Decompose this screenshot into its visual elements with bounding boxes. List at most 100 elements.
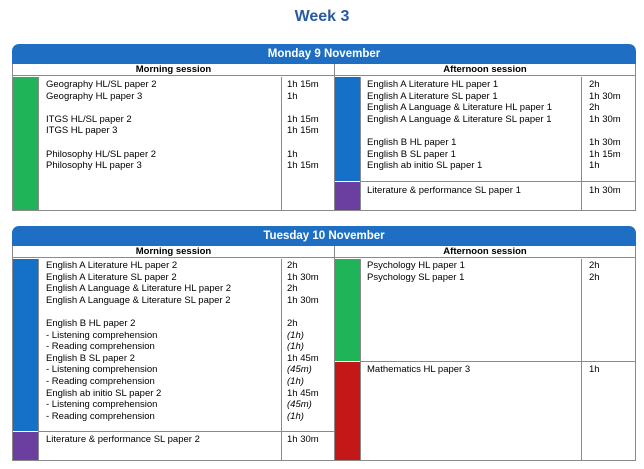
exam-subject: English B SL paper 2 [46,352,135,364]
exam-subject: Mathematics HL paper 3 [367,364,471,375]
exam-subject: English ab initio SL paper 1 [367,160,483,172]
afternoon-session-label: Afternoon session [334,64,636,76]
subject-group-bar-blue [13,259,38,431]
subject-group-bar-purple [335,182,360,210]
exam-duration: 1h 45m [287,387,319,399]
exam-row: English A Literature HL paper 2 2h [46,260,331,272]
afternoon-exam-list: English A Literature HL paper 1 2h English… [367,79,633,172]
exam-subject: - Reading comprehension [46,375,155,387]
exam-duration: 1h [589,364,600,375]
exam-row: English ab initio SL paper 2 1h 45m [46,388,331,400]
exam-row: English A Language & Literature HL paper… [367,102,633,114]
exam-row: Philosophy HL paper 3 1h 15m [46,160,331,172]
exam-row: Mathematics HL paper 3 1h [367,364,633,376]
exam-row: English B HL paper 2 2h [46,318,331,330]
divider [281,259,282,460]
exam-subject: Geography HL/SL paper 2 [46,79,157,90]
exam-subject: Psychology HL paper 1 [367,260,465,271]
exam-subject: - Reading comprehension [46,341,155,353]
exam-duration: 1h 30m [287,294,319,306]
exam-subject: ITGS HL/SL paper 2 [46,113,132,125]
exam-subject: English A Literature HL paper 1 [367,79,499,90]
exam-subject: - Listening comprehension [46,329,158,341]
exam-row: Literature & performance SL paper 1 1h 30… [367,185,633,197]
exam-row: ITGS HL paper 3 1h 15m [46,125,331,137]
week-title: Week 3 [294,8,350,25]
exam-subject: English A Language & Literature SL paper… [46,294,231,306]
column-divider [334,64,335,210]
exam-duration: 1h 15m [287,113,319,125]
exam-row: - Listening comprehension (45m) [46,399,331,411]
exam-duration: 1h 30m [589,90,621,102]
exam-duration: 1h 30m [589,185,621,196]
exam-duration: 2h [287,260,298,271]
day-block-monday: Monday 9 November Morning session Aftern… [12,44,636,211]
afternoon-session-label: Afternoon session [334,246,636,258]
spacer-row [46,102,331,114]
exam-subject: Philosophy HL/SL paper 2 [46,148,157,160]
exam-duration: 2h [287,283,298,295]
day-table: Morning session Afternoon session Englis… [12,246,636,461]
exam-row: Psychology SL paper 1 2h [367,272,633,284]
exam-row: Geography HL/SL paper 2 1h 15m [46,79,331,91]
exam-row: English A Language & Literature SL paper… [367,114,633,126]
exam-duration: 1h 30m [589,113,621,125]
divider [38,431,334,432]
exam-subject: Philosophy HL paper 3 [46,160,142,172]
afternoon-exam-list: Psychology HL paper 1 2h Psychology SL pap… [367,260,633,283]
exam-subject: English A Language & Literature HL paper… [46,283,232,295]
exam-subject: English A Language & Literature HL paper… [367,102,553,114]
exam-subject: Literature & performance SL paper 2 [46,434,200,445]
exam-subject: English A Literature HL paper 2 [46,260,178,271]
column-divider [334,246,335,460]
subject-group-bar-green [335,259,360,361]
exam-subject: - Reading comprehension [46,410,155,422]
morning-exam-list: Geography HL/SL paper 2 1h 15m Geography H… [46,79,331,172]
subject-group-bar-purple [13,432,38,460]
divider [38,259,39,460]
exam-subject: English B HL paper 2 [46,317,136,329]
morning-exam-list-lower: Literature & performance SL paper 2 1h 30… [46,434,331,446]
exam-duration: (45m) [287,399,312,411]
exam-row: English A Literature SL paper 1 1h 30m [367,91,633,103]
morning-session-label: Morning session [13,246,334,258]
exam-duration: 1h 30m [287,434,319,445]
spacer-row [367,125,633,137]
exam-row: English B SL paper 2 1h 45m [46,353,331,365]
exam-duration: 2h [589,260,600,271]
afternoon-exam-list-lower: Mathematics HL paper 3 1h [367,364,633,376]
exam-subject: Geography HL paper 3 [46,90,143,102]
exam-row: English B SL paper 1 1h 15m [367,149,633,161]
exam-duration: (1h) [287,341,304,353]
exam-duration: 1h 45m [287,352,319,364]
exam-row: ITGS HL/SL paper 2 1h 15m [46,114,331,126]
day-header: Monday 9 November [12,44,636,64]
exam-duration: 1h [589,160,600,172]
exam-duration: 1h 15m [287,79,319,90]
exam-row: English A Literature SL paper 2 1h 30m [46,272,331,284]
exam-row: - Listening comprehension (45m) [46,364,331,376]
exam-duration: 1h 15m [589,148,621,160]
exam-subject: Psychology SL paper 1 [367,271,465,283]
exam-duration: 2h [589,271,600,283]
exam-row: Philosophy HL/SL paper 2 1h [46,149,331,161]
exam-duration: 1h 30m [589,136,621,148]
exam-duration: 2h [589,79,600,90]
divider [581,259,582,460]
exam-duration: (1h) [287,329,304,341]
exam-subject: Literature & performance SL paper 1 [367,185,521,196]
exam-duration: 1h [287,90,298,102]
exam-row: English A Literature HL paper 1 2h [367,79,633,91]
exam-duration: (45m) [287,364,312,376]
exam-row: - Reading comprehension (1h) [46,341,331,353]
exam-row: Psychology HL paper 1 2h [367,260,633,272]
exam-duration: 1h [287,148,298,160]
exam-subject: - Listening comprehension [46,364,158,376]
exam-duration: 1h 30m [287,271,319,283]
exam-row: English ab initio SL paper 1 1h [367,160,633,172]
exam-duration: 1h 15m [287,160,319,172]
exam-subject: English A Literature SL paper 1 [367,90,498,102]
divider [360,77,361,210]
exam-row: Literature & performance SL paper 2 1h 30… [46,434,331,446]
divider [360,361,635,362]
